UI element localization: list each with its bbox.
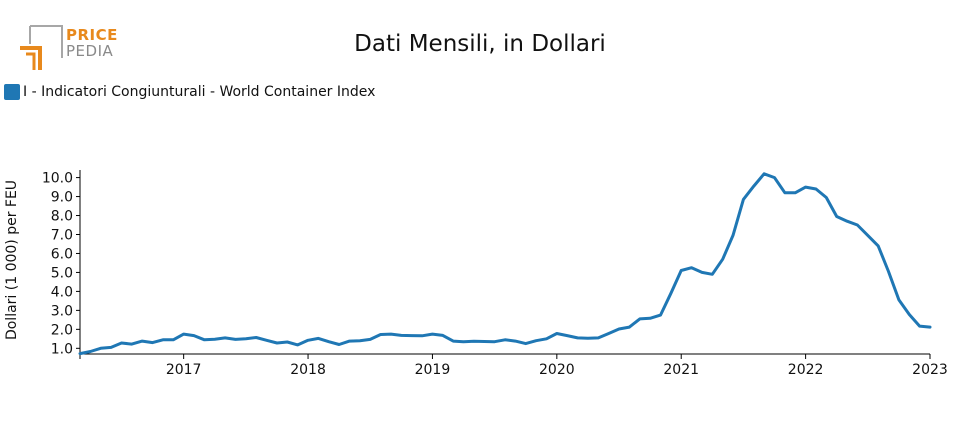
y-tick-label: 6.0 (51, 246, 73, 262)
y-tick-label: 10.0 (42, 171, 73, 187)
y-tick-label: 1.0 (51, 341, 73, 357)
y-tick-label: 5.0 (51, 265, 73, 281)
y-tick-label: 3.0 (51, 303, 73, 319)
y-tick-label: 9.0 (51, 190, 73, 206)
y-tick-label: 2.0 (51, 322, 73, 338)
y-tick-label: 8.0 (51, 209, 73, 225)
legend-swatch (4, 84, 20, 100)
pricepedia-logo-mark (20, 25, 63, 70)
chart-title: Dati Mensili, in Dollari (354, 31, 606, 57)
x-tick-label: 2018 (290, 362, 326, 378)
x-tick-label: 2023 (912, 362, 948, 378)
chart-legend: I - Indicatori Congiunturali - World Con… (4, 84, 375, 100)
x-tick-label: 2020 (539, 362, 575, 378)
pricepedia-logo: PRICE PEDIA (18, 24, 128, 74)
series-line-0 (78, 172, 932, 356)
y-tick-label: 7.0 (51, 227, 73, 243)
logo-word-pedia: PEDIA (66, 42, 114, 60)
x-tick-label: 2017 (166, 362, 202, 378)
x-tick-label: 2021 (663, 362, 699, 378)
y-tick-label: 4.0 (51, 284, 73, 300)
x-tick-label: 2022 (788, 362, 824, 378)
legend-label: I - Indicatori Congiunturali - World Con… (23, 84, 376, 100)
y-axis-label: Dollari (1 000) per FEU (4, 180, 20, 340)
logo-word-price: PRICE (66, 26, 118, 44)
x-tick-label: 2019 (415, 362, 451, 378)
